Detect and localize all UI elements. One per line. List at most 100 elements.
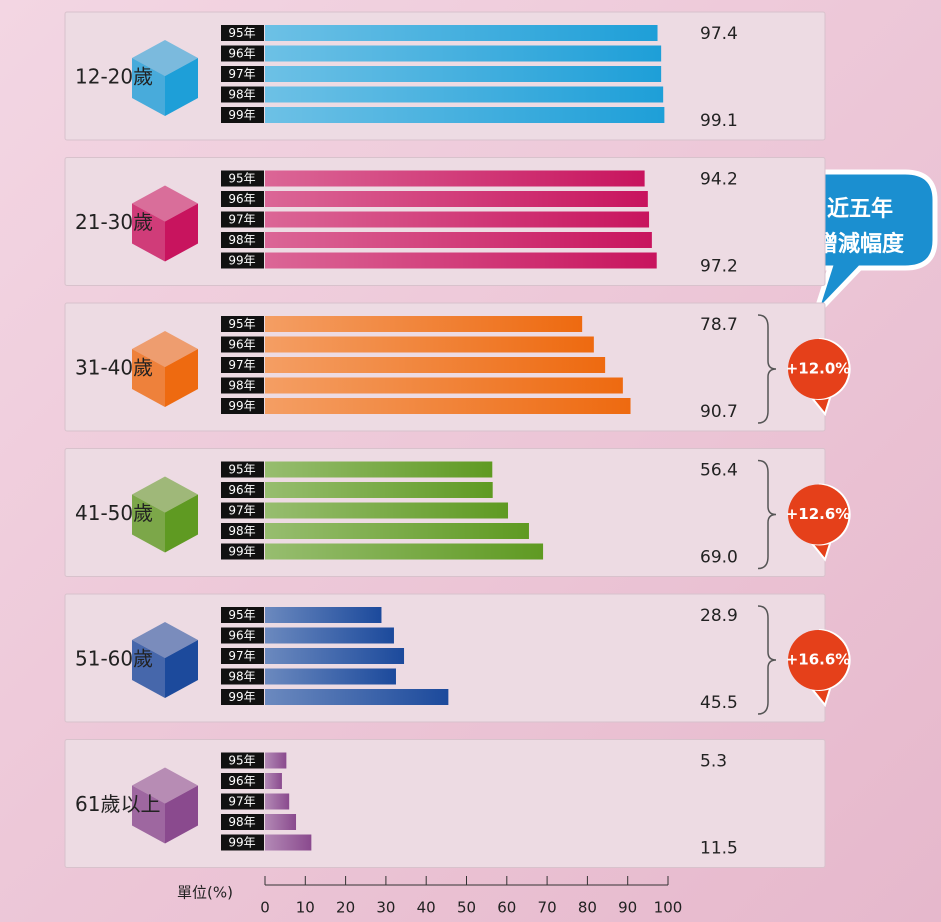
value-label: 78.7 [700,315,738,335]
value-label: 97.2 [700,257,738,277]
cube-left [132,494,165,553]
year-box [221,793,264,810]
year-label: 97年 [228,795,255,809]
group-label: 41-50歲 [75,501,153,525]
callout-text: 增減幅度 [816,231,905,257]
year-label: 95年 [228,754,255,768]
year-label: 95年 [228,317,255,331]
year-label: 99年 [228,545,255,559]
change-label: +16.6% [786,651,851,669]
x-tick-label: 90 [618,899,637,917]
group-label: 61歲以上 [75,792,160,816]
cube-right [165,785,198,844]
year-box [221,689,264,705]
cube-left [132,349,165,407]
bar-shine [265,252,657,269]
bar-shine [265,607,382,623]
brace [757,314,777,424]
x-tick-label: 10 [296,899,315,917]
year-box [221,627,264,644]
year-label: 95年 [228,608,255,622]
year-box [221,648,264,664]
group-label: 12-20歲 [75,65,153,89]
value-label: 5.3 [700,752,727,772]
year-box [221,752,264,769]
year-label: 98年 [228,524,255,538]
change-label: +12.0% [786,360,851,378]
x-tick-label: 100 [654,899,683,917]
cube-left [132,640,165,698]
year-label: 97年 [228,358,255,372]
year-label: 99年 [228,108,255,122]
year-box [221,316,264,332]
bar-shine [265,523,529,539]
year-box [221,211,264,228]
year-box [221,45,264,62]
year-label: 96年 [228,483,255,497]
group-label: 51-60歲 [75,647,153,671]
value-label: 97.4 [700,24,738,44]
year-box [221,107,264,123]
x-tick-label: 70 [538,899,557,917]
year-label: 95年 [228,463,255,477]
bar-shine [265,377,623,394]
year-label: 98年 [228,815,255,829]
year-box [221,543,264,560]
brace [757,605,777,715]
year-box [221,170,264,187]
value-label: 99.1 [700,111,738,131]
bar-shine [265,232,652,248]
year-label: 96年 [228,629,255,643]
year-box [221,191,264,207]
bar-shine [265,316,583,332]
x-tick-label: 80 [578,899,597,917]
year-box [221,482,264,498]
bar-shine [265,336,594,353]
year-label: 99年 [228,836,255,850]
year-box [221,834,264,851]
brace [757,459,777,570]
value-label: 94.2 [700,170,738,190]
bar-shine [265,627,394,644]
value-label: 11.5 [700,839,738,859]
bar-shine [265,66,662,82]
x-tick-label: 50 [457,899,476,917]
year-box [221,336,264,353]
cube-left [132,785,165,844]
year-label: 99年 [228,690,255,704]
bar-shine [265,482,493,498]
bar-shine [265,25,658,41]
x-tick-label: 20 [336,899,355,917]
x-tick-label: 40 [417,899,436,917]
value-label: 56.4 [700,461,738,481]
year-label: 98年 [228,379,255,393]
year-box [221,86,264,103]
year-box [221,377,264,394]
value-label: 69.0 [700,548,738,568]
year-box [221,252,264,269]
change-label: +12.6% [786,505,851,523]
year-label: 97年 [228,67,255,81]
year-label: 97年 [228,213,255,227]
bar-shine [265,834,312,851]
group-label: 31-40歲 [75,356,153,380]
x-tick-label: 60 [497,899,516,917]
bar-shine [265,170,645,187]
change-bubble [788,484,848,545]
year-label: 97年 [228,649,255,663]
cube-right [165,58,198,116]
year-box [221,357,264,373]
change-bubble [788,630,848,690]
bar-shine [265,502,509,519]
bar-shine [265,793,290,810]
bar-shine [265,773,282,789]
cube-left [132,203,165,262]
year-label: 96年 [228,192,255,206]
bar-shine [265,752,287,769]
year-box [221,25,264,41]
year-label: 96年 [228,47,255,61]
year-box [221,66,264,82]
year-label: 96年 [228,338,255,352]
year-label: 95年 [228,26,255,40]
